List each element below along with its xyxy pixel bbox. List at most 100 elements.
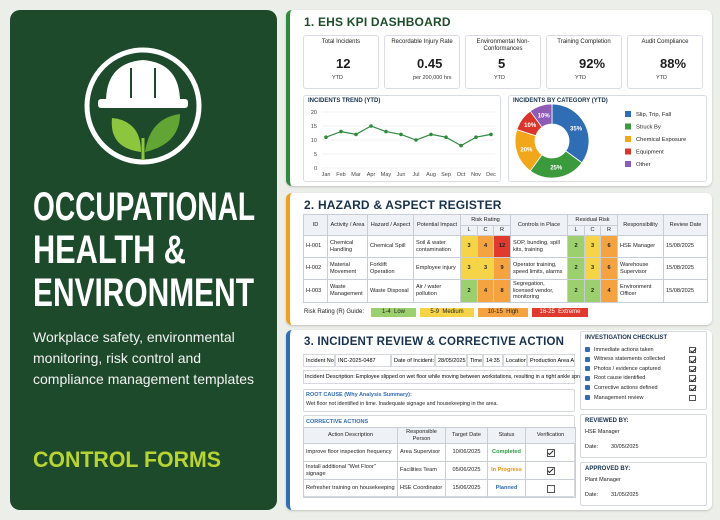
checklist-item: Immediate actions taken [594,346,654,353]
risk-cell: 9 [493,257,511,280]
check-mark [689,375,697,382]
check-mark [689,385,697,392]
register-cell: H-002 [303,257,328,280]
guide-label: Risk Rating (R) Guide: [304,309,365,315]
status-cell: Completed [487,443,526,463]
bullet [585,366,590,372]
helmet-brim [98,99,188,108]
bullet [585,356,590,362]
column-header: Risk Rating [460,214,511,226]
guide-chip: 1-4 Low [371,308,416,317]
risk-cell: 2 [584,279,601,303]
column-header: Residual Risk [566,214,619,226]
section-heading: 3. INCIDENT REVIEW & CORRECTIVE ACTION [304,336,565,348]
helmet-ridge [130,68,156,98]
status-cell: Planned [487,479,526,499]
field-label: Date of Incident: [391,354,435,367]
box-label: CORRECTIVE ACTIONS [306,419,369,425]
field-value: INC-2025-0487 [335,354,391,367]
register-cell: 15/08/2025 [663,235,709,258]
checklist-box [580,331,707,410]
action-row: Refresher training on housekeeping HSE Co… [303,479,576,499]
checkbox [546,466,555,475]
register-cell: Chemical Handling [327,235,368,258]
bullet [585,385,590,391]
signoff-date-label: Date: [585,444,599,450]
sidebar-title: ENVIRONMENT [33,271,254,315]
kpi-label: Environmental Non-Conformances [476,39,530,52]
checkbox [546,484,555,493]
register-cell: H-001 [303,235,328,258]
sidebar-title: OCCUPATIONAL [33,185,255,229]
kpi-card [384,35,460,89]
risk-cell: 3 [477,257,494,280]
box-label: REVIEWED BY: [585,418,629,424]
register-cell: H-003 [303,279,328,303]
column-header: Review Date [663,214,709,236]
signoff-role: Plant Manager [585,477,621,483]
action-cell: 05/06/2025 [445,461,488,481]
kpi-card [546,35,622,89]
checkbox [689,384,697,392]
check-mark [689,346,697,353]
action-row: Install additional "Wet Floor" signage Fa… [303,461,576,481]
kpi-note: YTD [332,75,343,81]
logo-ring [84,47,202,165]
register-cell: Employee injury [413,257,461,280]
column-header: Controls in Place [510,214,568,236]
action-cell: HSE Coordinator [397,479,446,499]
register-cell: Material Movement [327,257,368,280]
section-heading: 1. EHS KPI DASHBOARD [304,15,451,29]
action-cell: Refresher training on housekeeping [303,479,398,499]
field-value: 28/05/2025 [435,354,467,367]
sub-column-header: R [599,225,619,236]
kpi-label: Recordable Injury Rate [391,39,453,45]
risk-cell: 4 [477,279,494,303]
sidebar-title: HEALTH & [33,228,186,272]
checklist-item: Photos / evidence captured [594,365,661,372]
verification-cell [525,443,576,463]
check-mark [689,356,697,363]
verification-cell [525,461,576,481]
register-row: H-003 Waste Management Waste Disposal Air /… [303,279,709,303]
risk-cell: 3 [460,235,478,258]
kpi-value: 88% [660,56,687,71]
register-cell: SOP, bunding, spill kits, training [510,235,568,258]
kpi-value: 12 [336,56,351,71]
box-label: APPROVED BY: [585,466,631,472]
chart-title: INCIDENTS BY CATEGORY (YTD) [513,98,608,104]
register-cell: Warehouse Supervisor [617,257,665,280]
register-cell: Soil & water contamination [413,235,461,258]
bullet [585,347,590,352]
description-box [303,370,575,384]
field-label: Incident No.: [303,354,335,367]
risk-cell: 2 [567,257,585,280]
guide-chip: 5-9 Medium [420,308,474,317]
bullet [585,395,590,400]
risk-cell: 2 [567,235,585,258]
kpi-value: 0.45 [417,56,443,71]
chart-title: INCIDENTS TREND (YTD) [308,98,381,104]
risk-cell: 2 [567,279,585,303]
risk-cell: 3 [584,235,601,258]
column-header: Responsible Person [397,426,446,445]
risk-cell: 3 [584,257,601,280]
field-label: Location: [503,354,527,367]
risk-cell: 4 [477,235,494,258]
action-cell: Facilities Team [397,461,446,481]
action-row: Improve floor inspection frequency Area S… [303,443,576,463]
sidebar: OCCUPATIONAL HEALTH & ENVIRONMENT CONTRO… [10,10,277,510]
actions-table: Action Description Responsible Person Targ… [303,426,576,499]
action-cell: Install additional "Wet Floor" signage [303,461,398,481]
register-cell: Environment Officer [617,279,665,303]
root-cause-box [303,389,575,412]
leaf-right [145,114,180,152]
status-cell: In Progress [487,461,526,481]
sub-column-header: C [477,225,494,236]
incident-fields: Incident No.: INC-2025-0487 Date of Incide… [303,354,575,367]
sub-column-header: C [584,225,601,236]
checkbox [546,448,555,457]
register-cell: HSE Manager [617,235,665,258]
register-row: H-001 Chemical Handling Chemical Spill Soil… [303,235,709,258]
